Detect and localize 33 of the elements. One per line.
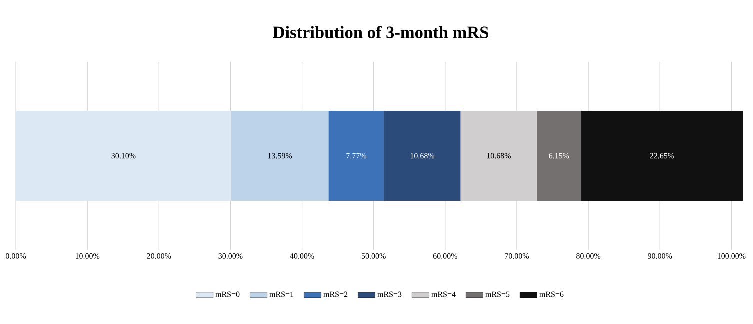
legend-label: mRS=4 — [432, 292, 456, 298]
legend-label: mRS=0 — [216, 292, 240, 298]
legend-label: mRS=1 — [270, 292, 294, 298]
data-label: 10.68% — [487, 153, 511, 159]
x-tick-label: 80.00% — [576, 254, 601, 259]
bar — [460, 110, 538, 201]
x-tick-label: 20.00% — [147, 254, 172, 259]
chart-title: Distribution of 3-month mRS — [273, 26, 488, 38]
x-tick-label: 30.00% — [218, 254, 243, 259]
bar — [328, 110, 384, 201]
data-label: 30.10% — [112, 153, 136, 159]
x-tick-label: 60.00% — [433, 254, 458, 259]
legend-label: mRS=6 — [540, 292, 564, 298]
bar — [384, 110, 461, 201]
data-label: 13.59% — [268, 153, 292, 159]
data-label: 10.68% — [410, 153, 435, 159]
data-label: 22.65% — [650, 153, 674, 159]
legend-label: mRS=2 — [324, 292, 348, 298]
bar — [537, 110, 582, 201]
x-tick-label: 50.00% — [362, 254, 386, 259]
legend-label: mRS=5 — [486, 292, 510, 298]
x-tick-label: 90.00% — [648, 254, 672, 259]
data-label: 7.77% — [346, 153, 367, 159]
x-tick-label: 40.00% — [290, 254, 314, 259]
x-tick-label: 100.00% — [718, 254, 746, 259]
bar — [16, 110, 232, 201]
data-label: 6.15% — [549, 153, 570, 159]
bar — [581, 110, 744, 201]
x-tick-label: 70.00% — [505, 254, 530, 259]
x-tick-label: 10.00% — [76, 254, 100, 259]
bar — [231, 110, 329, 201]
x-tick-label: 0.00% — [6, 254, 26, 259]
legend-label: mRS=3 — [378, 292, 402, 298]
